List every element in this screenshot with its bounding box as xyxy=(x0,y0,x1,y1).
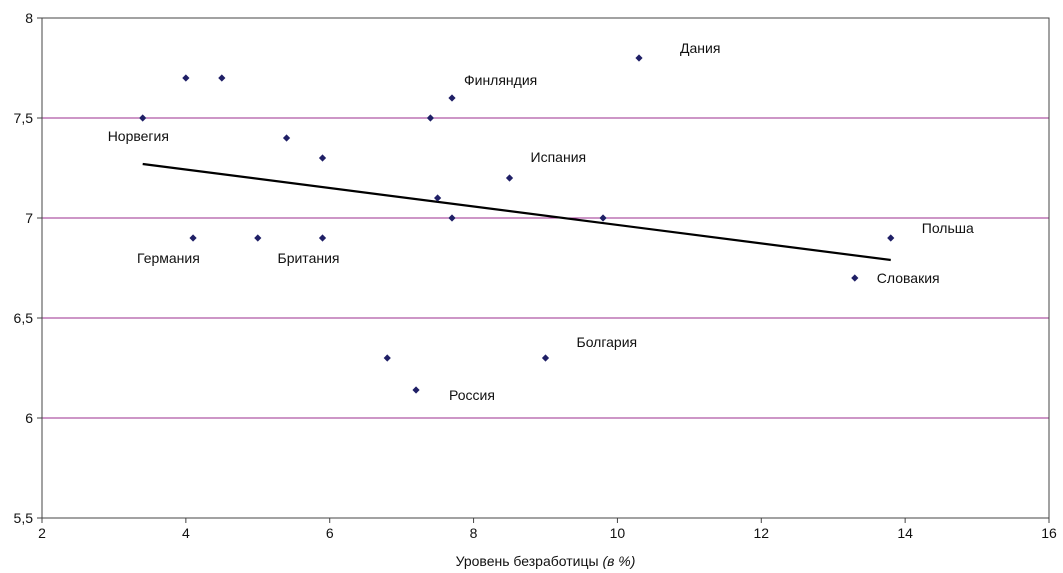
data-point xyxy=(318,234,327,242)
x-tick-label: 12 xyxy=(753,525,769,541)
point-label: Норвегия xyxy=(108,128,169,144)
data-point xyxy=(189,234,197,242)
y-axis: 5,5 6 6,5 7 7,5 8 xyxy=(14,10,42,526)
x-tick-label: 8 xyxy=(470,525,478,541)
data-point xyxy=(541,354,550,362)
x-axis-title: Уровень безработицы (в %) xyxy=(456,553,636,569)
x-axis: 2 4 6 8 10 12 14 16 xyxy=(38,518,1057,541)
point-label: Финляндия xyxy=(464,72,537,88)
data-point xyxy=(448,214,456,222)
point-label: Словакия xyxy=(877,270,940,286)
data-point xyxy=(282,134,291,142)
x-tick-label: 2 xyxy=(38,525,46,541)
point-label: Болгария xyxy=(577,334,638,350)
data-point xyxy=(505,174,514,182)
x-axis-title-unit: (в %) xyxy=(602,553,635,569)
data-point xyxy=(599,214,607,222)
plot-area xyxy=(41,17,1050,519)
x-axis-title-main: Уровень безработицы xyxy=(456,553,599,569)
data-point xyxy=(635,54,643,62)
y-tick-label: 7,5 xyxy=(14,110,34,126)
data-point xyxy=(434,194,442,202)
data-points: Норвегия Германия Британия Россия Финляндия И… xyxy=(108,40,974,403)
x-tick-label: 4 xyxy=(182,525,190,541)
x-tick-label: 14 xyxy=(897,525,913,541)
y-tick-label: 6,5 xyxy=(14,310,34,326)
data-point xyxy=(218,74,226,82)
x-tick-label: 10 xyxy=(610,525,626,541)
gridlines xyxy=(42,117,1049,419)
data-point xyxy=(254,234,262,242)
x-tick-label: 16 xyxy=(1041,525,1057,541)
data-point xyxy=(851,274,859,282)
data-point xyxy=(182,74,190,82)
trend-line xyxy=(142,162,891,262)
y-tick-label: 7 xyxy=(25,210,33,226)
point-label: Испания xyxy=(531,149,587,165)
data-point xyxy=(412,386,420,394)
point-label: Дания xyxy=(680,40,720,56)
data-point xyxy=(448,94,456,102)
point-label: Россия xyxy=(449,387,495,403)
data-point xyxy=(887,234,895,242)
data-point xyxy=(139,114,147,122)
y-tick-label: 5,5 xyxy=(14,510,34,526)
y-tick-label: 8 xyxy=(25,10,33,26)
data-point xyxy=(318,154,327,162)
data-point xyxy=(383,354,391,362)
point-label: Германия xyxy=(137,250,200,266)
point-label: Британия xyxy=(278,250,340,266)
x-tick-label: 6 xyxy=(326,525,334,541)
data-point xyxy=(426,114,435,122)
y-tick-label: 6 xyxy=(25,410,33,426)
point-label: Польша xyxy=(922,220,974,236)
